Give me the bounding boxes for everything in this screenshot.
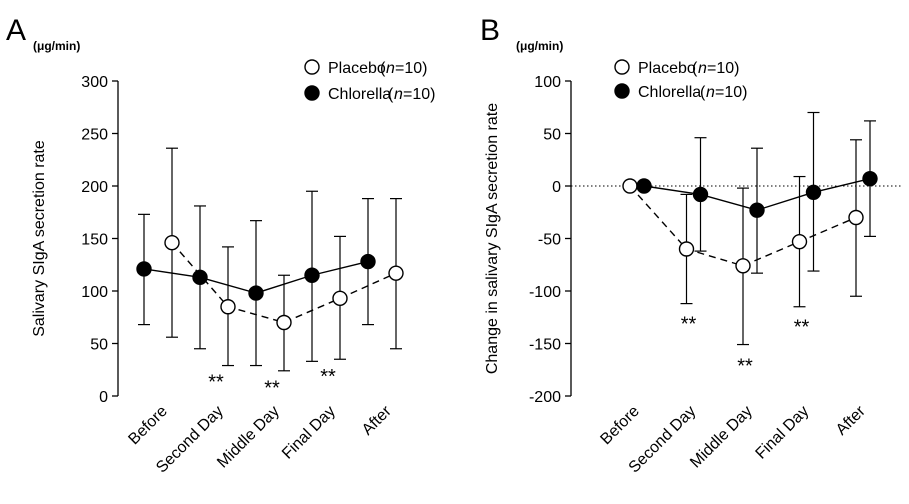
chlorella-data-point: [360, 253, 376, 270]
chlorella-data-point: [192, 269, 208, 286]
legend-marker: [614, 59, 630, 75]
placebo-data-point: [848, 209, 864, 226]
legend-n-label: n: [706, 84, 715, 101]
x-tick-label: Final Day: [279, 403, 339, 463]
y-tick-label: 250: [81, 127, 108, 144]
significance-marker: **: [264, 378, 280, 400]
y-axis-title: Salivary SIgA secretion rate: [31, 140, 48, 337]
significance-marker: **: [794, 317, 810, 339]
significance-marker: **: [320, 366, 336, 388]
y-tick-label: -200: [529, 389, 561, 406]
chlorella-data-point: [304, 267, 320, 283]
x-tick-label: Before: [597, 403, 642, 448]
significance-marker: **: [737, 356, 753, 378]
placebo-data-point: [164, 234, 180, 251]
chlorella-data-point: [749, 202, 765, 218]
legend-n-value: =10): [707, 60, 739, 77]
significance-marker: **: [208, 371, 224, 393]
y-tick-label: 50: [90, 337, 108, 354]
chlorella-data-point: [692, 186, 709, 203]
y-tick-label: -150: [529, 337, 561, 354]
placebo-data-point: [332, 290, 348, 307]
significance-marker: **: [681, 314, 697, 336]
panel-b: B (μg/min) -200 -150 -100 -50 0 50 100 Change in …: [480, 14, 903, 476]
chlorella-data-point: [248, 285, 264, 301]
legend-n-label: n: [698, 60, 707, 77]
legend-paren: (: [700, 84, 706, 101]
legend-series-name: Placebo: [328, 60, 386, 77]
legend-paren: (: [380, 60, 386, 77]
placebo-data-point: [791, 233, 808, 250]
y-tick-label: -50: [538, 232, 561, 249]
placebo-data-point: [678, 241, 695, 257]
x-tick-label: Final Day: [753, 403, 813, 463]
legend-series-name: Chlorella: [638, 84, 701, 101]
placebo-data-point: [622, 178, 638, 194]
legend-n-value: =10): [395, 60, 427, 77]
legend-paren: (: [388, 86, 394, 103]
chlorella-data-point: [636, 178, 652, 194]
legend-n-value: =10): [403, 86, 435, 103]
legend-n-label: n: [386, 60, 395, 77]
legend-n-value: =10): [715, 84, 747, 101]
legend-n-label: n: [394, 86, 403, 103]
y-unit-label: (μg/min): [516, 39, 563, 53]
y-axis-title: Change in salivary SIgA secretion rate: [484, 103, 501, 374]
placebo-data-point: [276, 314, 292, 331]
placebo-data-point: [735, 258, 751, 274]
y-tick-label: 150: [81, 232, 108, 249]
legend-marker: [304, 85, 320, 101]
y-unit-label: (μg/min): [33, 39, 80, 53]
chlorella-data-point: [805, 184, 822, 201]
chlorella-data-point: [862, 170, 878, 187]
y-tick-label: 100: [534, 74, 561, 91]
legend-marker: [304, 59, 320, 75]
placebo-data-point: [220, 299, 236, 315]
y-tick-label: 50: [543, 127, 561, 144]
panel-letter: B: [480, 14, 500, 47]
x-tick-label: After: [359, 402, 395, 438]
y-tick-label: 100: [81, 284, 108, 301]
x-tick-label: Before: [125, 403, 170, 448]
placebo-data-point: [388, 265, 404, 281]
x-tick-label: After: [833, 402, 869, 438]
legend-series-name: Placebo: [638, 60, 696, 77]
y-tick-label: 0: [552, 179, 561, 196]
y-tick-label: 0: [99, 389, 108, 406]
legend-marker: [614, 83, 630, 99]
panel-letter: A: [6, 14, 26, 47]
legend-paren: (: [692, 60, 698, 77]
chlorella-data-point: [136, 261, 152, 277]
legend-series-name: Chlorella: [328, 86, 391, 103]
y-tick-label: 300: [81, 74, 108, 91]
y-tick-label: -100: [529, 284, 561, 301]
panel-a: A (μg/min) 0 50 100 150 200 250 300 Salivary SIgA…: [6, 14, 435, 476]
y-tick-label: 200: [81, 179, 108, 196]
